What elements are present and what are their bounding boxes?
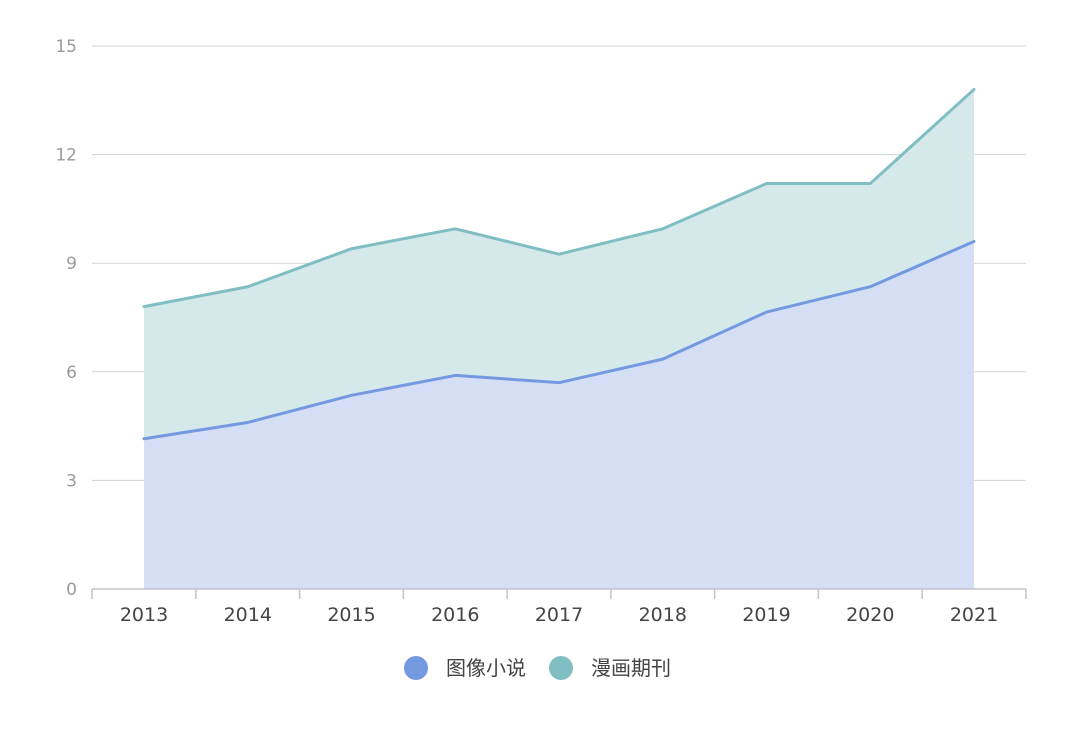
axis-layer: 0 3 6 9 12 15 2013 2014 2015 2016 2017 2018 2019 2020… xyxy=(55,37,1027,626)
x-tick-label: 2015 xyxy=(327,604,375,626)
legend-marker-2 xyxy=(549,656,573,680)
legend: 图像小说 漫画期刊 xyxy=(404,656,671,680)
x-tick-label: 2016 xyxy=(431,604,479,626)
x-tick-label: 2019 xyxy=(742,604,790,626)
x-tick-label: 2013 xyxy=(120,604,168,626)
legend-label-1: 图像小说 xyxy=(446,656,526,680)
x-tick-label: 2021 xyxy=(950,604,998,626)
legend-label-2: 漫画期刊 xyxy=(591,656,671,680)
line-series-1 xyxy=(142,239,976,441)
line-layer xyxy=(142,87,976,441)
x-tick-label: 2018 xyxy=(639,604,687,626)
x-tick-label: 2017 xyxy=(535,604,583,626)
area-series-1 xyxy=(144,241,974,590)
area-series-2 xyxy=(144,89,974,439)
y-tick-label: 0 xyxy=(66,580,77,600)
y-tick-label: 3 xyxy=(66,471,77,491)
y-tick-label: 9 xyxy=(66,254,77,274)
legend-marker-1 xyxy=(404,656,428,680)
line-series-2 xyxy=(142,87,976,309)
x-tick-label: 2020 xyxy=(846,604,894,626)
y-tick-label: 6 xyxy=(66,363,77,383)
y-tick-label: 12 xyxy=(55,146,77,166)
y-tick-label: 15 xyxy=(55,37,77,57)
x-tick-label: 2014 xyxy=(224,604,272,626)
area-layer xyxy=(144,89,974,590)
